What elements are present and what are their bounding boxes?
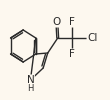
Text: F: F [69,49,75,59]
Text: N: N [27,75,34,85]
Text: F: F [69,17,75,27]
Text: Cl: Cl [87,33,97,43]
Text: H: H [27,84,34,93]
Text: O: O [53,17,61,27]
